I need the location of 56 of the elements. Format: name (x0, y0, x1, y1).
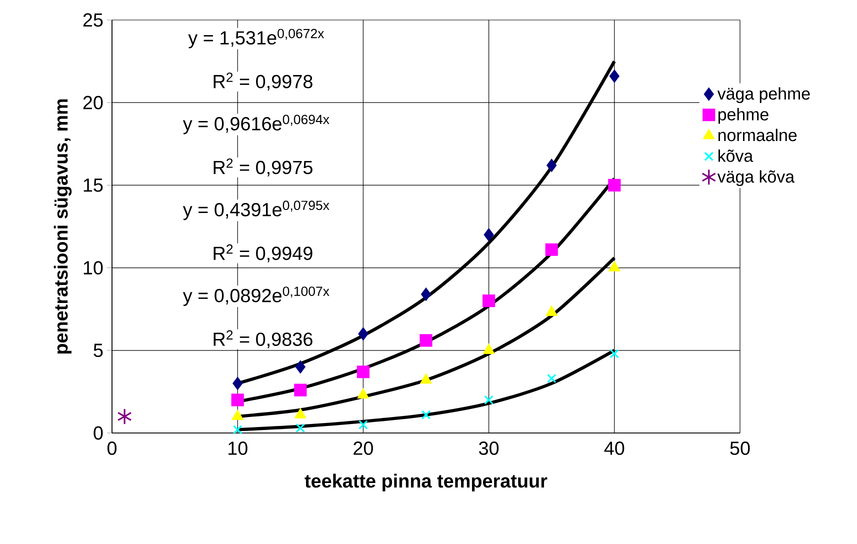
point (358, 420, 368, 430)
y-tick-label: 5 (94, 344, 103, 358)
y-axis-title: penetratsiooni sügavus, mm (54, 99, 72, 354)
point (546, 159, 557, 172)
annotation: y = 0,0892e$^{0,1007x}$ (182, 286, 330, 306)
annotation: R$^{2}$ = 0,9978 (214, 72, 312, 90)
annotation: R$^{2}$ = 0,9975 (214, 158, 312, 176)
point (232, 425, 242, 434)
x-tick-label: 30 (478, 442, 499, 455)
point (296, 423, 306, 433)
annotation: R$^{2}$ = 0,9836 (214, 330, 312, 348)
point (421, 288, 431, 301)
point (358, 388, 369, 399)
point (420, 374, 432, 384)
x-tick-label: 50 (730, 442, 750, 455)
y-tick-label: 0 (94, 426, 103, 440)
point (546, 374, 556, 384)
point (231, 394, 244, 406)
point (610, 349, 620, 358)
point (482, 294, 496, 308)
point (294, 408, 306, 418)
x-tick-label: 40 (604, 442, 624, 455)
point (294, 384, 307, 396)
y-tick-label: 10 (84, 261, 103, 274)
legend-label: normaalne (718, 128, 797, 142)
point (117, 408, 132, 425)
x-tick-label: 20 (354, 442, 373, 455)
x-tick-label: 10 (228, 442, 248, 455)
point (484, 228, 494, 242)
y-tick-label: 25 (83, 13, 103, 27)
point (483, 344, 494, 354)
point (546, 306, 558, 316)
point (232, 377, 243, 390)
legend-label: väga kõva (717, 170, 795, 186)
annotation: y = 1,531e$^{0,0672x}$ (188, 28, 324, 48)
point (608, 178, 621, 192)
point (609, 70, 620, 82)
point (421, 410, 431, 420)
legend-label: pehme (718, 108, 768, 124)
x-axis-title: teekatte pinna temperatuur (304, 474, 548, 492)
x-tick-label: 0 (107, 442, 117, 455)
legend-label: kõva (718, 150, 754, 162)
point (484, 395, 494, 405)
point (295, 360, 306, 374)
annotation: y = 0,4391e$^{0,0795x}$ (182, 200, 330, 220)
point (545, 243, 558, 256)
annotation: R$^{2}$ = 0,9949 (214, 244, 312, 262)
point (608, 261, 620, 272)
y-tick-label: 15 (84, 178, 103, 192)
annotation: y = 0,9616e$^{0,0694x}$ (182, 114, 330, 134)
legend-label: väga pehme (717, 87, 810, 104)
point (356, 366, 370, 378)
point (232, 410, 244, 420)
y-tick-label: 20 (83, 96, 103, 110)
point (420, 334, 432, 347)
point (358, 328, 368, 340)
